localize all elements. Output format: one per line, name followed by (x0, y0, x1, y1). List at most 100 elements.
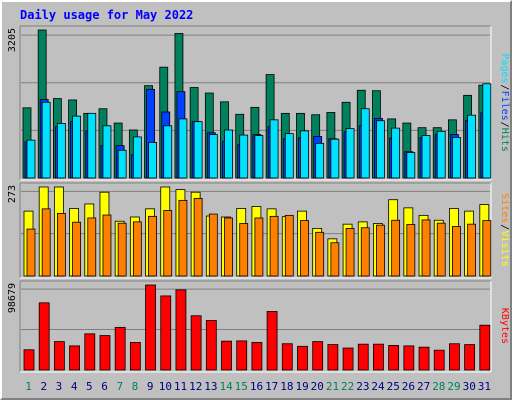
day-label-23: 23 (356, 380, 369, 393)
day-label-18: 18 (280, 380, 293, 393)
day-label-12: 12 (189, 380, 202, 393)
sites-bar-19 (300, 220, 309, 277)
legend-2-0: KBytes (499, 308, 510, 344)
kbytes-bar-25 (388, 345, 400, 371)
pages-bar-23 (360, 108, 370, 179)
sites-bar-12 (193, 198, 203, 277)
sites-bar-16 (254, 217, 264, 277)
kbytes-bar-2 (38, 302, 50, 371)
pages-bar-8 (132, 136, 142, 179)
pages-bar-1 (26, 139, 36, 179)
pages-bar-17 (269, 119, 279, 179)
sites-bar-11 (178, 199, 188, 277)
pages-bar-4 (72, 115, 81, 179)
day-label-4: 4 (71, 380, 78, 393)
pages-bar-22 (345, 128, 355, 179)
day-label-28: 28 (432, 380, 445, 393)
kbytes-bar-24 (373, 343, 384, 371)
kbytes-bar-6 (99, 335, 111, 371)
kbytes-bar-13 (205, 320, 217, 371)
y-max-label-2: 98679 (7, 283, 18, 313)
pages-bar-9 (148, 142, 157, 179)
pages-bar-27 (421, 135, 431, 179)
sites-bar-29 (452, 226, 461, 277)
sites-bar-31 (482, 220, 492, 277)
kbytes-bar-28 (433, 349, 445, 371)
legend-1-1: / (499, 224, 510, 230)
day-label-11: 11 (174, 380, 187, 393)
legend-1-2: Visits (499, 231, 510, 267)
day-label-3: 3 (56, 380, 63, 393)
pages-bar-10 (163, 125, 173, 179)
kbytes-bar-16 (251, 342, 263, 371)
kbytes-bar-26 (403, 345, 415, 371)
sites-bar-17 (269, 215, 279, 277)
day-label-16: 16 (250, 380, 263, 393)
kbytes-bar-30 (464, 344, 476, 371)
kbytes-bar-22 (342, 347, 354, 371)
day-label-26: 26 (402, 380, 415, 393)
day-label-1: 1 (25, 380, 32, 393)
legend-0-0: Pages (499, 53, 510, 83)
kbytes-bar-27 (418, 346, 430, 371)
chart-title: Daily usage for May 2022 (20, 8, 193, 22)
legend-0-1: / (499, 84, 510, 90)
pages-bar-5 (87, 112, 97, 179)
sites-bar-25 (391, 219, 401, 277)
sites-bar-27 (421, 219, 431, 277)
sites-bar-8 (132, 221, 142, 277)
pages-bar-25 (391, 127, 401, 179)
legend-1-0: Sites (499, 193, 510, 223)
day-label-10: 10 (159, 380, 172, 393)
day-label-27: 27 (417, 380, 430, 393)
day-label-21: 21 (326, 380, 339, 393)
day-label-31: 31 (478, 380, 491, 393)
day-label-6: 6 (101, 380, 108, 393)
sites-bar-1 (26, 228, 36, 277)
day-label-17: 17 (265, 380, 278, 393)
kbytes-bar-31 (479, 324, 491, 371)
day-label-5: 5 (86, 380, 93, 393)
y-max-label-0: 3205 (7, 28, 18, 52)
sites-bar-21 (330, 242, 340, 277)
kbytes-bar-21 (327, 344, 339, 371)
sites-bar-15 (239, 223, 249, 277)
legend-0-3: / (499, 122, 510, 128)
day-label-25: 25 (387, 380, 400, 393)
day-label-20: 20 (311, 380, 324, 393)
sites-bar-30 (467, 223, 477, 277)
day-label-9: 9 (147, 380, 154, 393)
day-label-13: 13 (204, 380, 217, 393)
kbytes-bar-10 (160, 295, 172, 371)
kbytes-bar-3 (53, 341, 65, 371)
day-label-29: 29 (447, 380, 460, 393)
pages-bar-3 (56, 123, 66, 179)
legend-0-2: Files (499, 91, 510, 121)
kbytes-bar-7 (114, 326, 126, 371)
kbytes-bar-15 (236, 340, 248, 371)
pages-bar-31 (482, 83, 492, 179)
pages-bar-24 (376, 120, 385, 179)
kbytes-bar-17 (266, 311, 278, 371)
kbytes-bar-9 (145, 284, 156, 371)
pages-bar-6 (102, 125, 112, 179)
day-label-15: 15 (235, 380, 248, 393)
kbytes-bar-11 (175, 289, 187, 371)
pages-bar-19 (300, 130, 309, 179)
y-max-label-1: 273 (7, 185, 18, 203)
sites-bar-7 (117, 222, 127, 277)
pages-bar-11 (178, 118, 188, 179)
sites-bar-26 (406, 224, 416, 277)
pages-bar-7 (117, 149, 127, 179)
kbytes-bar-1 (23, 349, 35, 371)
pages-bar-29 (452, 136, 461, 179)
pages-bar-16 (254, 135, 264, 179)
pages-bar-12 (193, 121, 203, 179)
sites-bar-9 (148, 215, 157, 277)
pages-bar-2 (41, 101, 51, 179)
pages-bar-18 (284, 133, 294, 179)
kbytes-bar-29 (449, 343, 460, 371)
sites-bar-5 (87, 217, 97, 277)
pages-bar-14 (224, 129, 233, 179)
